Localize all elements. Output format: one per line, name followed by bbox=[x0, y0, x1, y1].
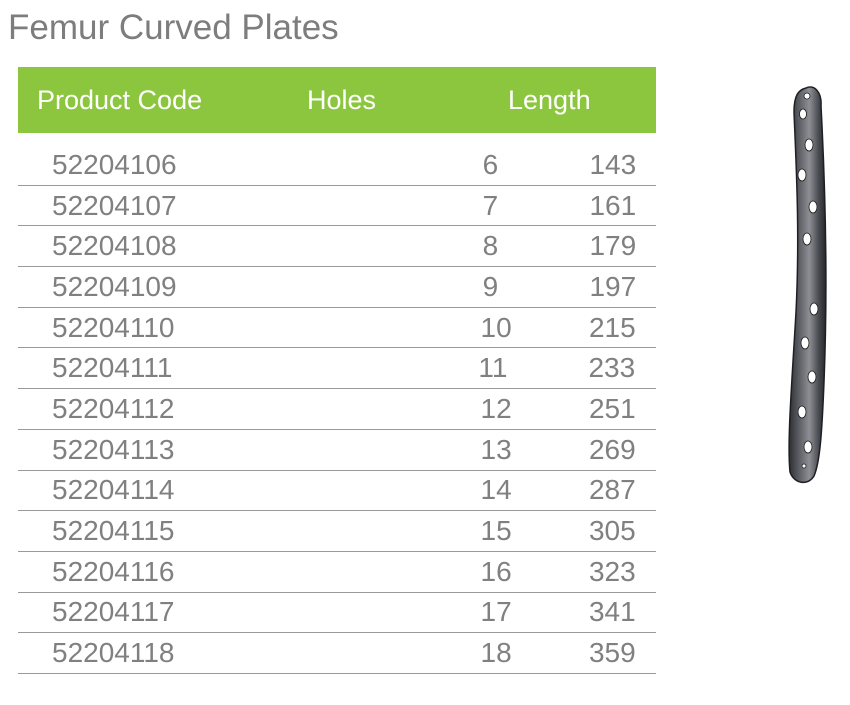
table-row: 52204112 12 251 bbox=[18, 389, 656, 430]
table-row: 52204117 17 341 bbox=[18, 593, 656, 634]
product-table: Product Code Holes Length 52204106 6 143… bbox=[18, 67, 656, 674]
cell-length: 323 bbox=[588, 555, 636, 587]
cell-holes: 7 bbox=[482, 189, 499, 221]
cell-length: 161 bbox=[589, 189, 637, 221]
table-row: 52204115 15 305 bbox=[18, 511, 656, 552]
cell-length: 359 bbox=[588, 637, 636, 669]
table-row: 52204109 9 197 bbox=[18, 267, 656, 308]
table-row: 52204116 16 323 bbox=[18, 552, 656, 593]
header-holes: Holes bbox=[307, 85, 377, 115]
cell-product-code: 52204109 bbox=[52, 270, 177, 302]
cell-product-code: 52204116 bbox=[52, 555, 175, 587]
cell-product-code: 52204112 bbox=[52, 392, 175, 424]
cell-product-code: 52204114 bbox=[52, 474, 175, 506]
cell-product-code: 52204115 bbox=[52, 515, 175, 547]
cell-length: 197 bbox=[589, 270, 637, 302]
cell-product-code: 52204106 bbox=[52, 148, 177, 180]
cell-holes: 16 bbox=[480, 555, 512, 587]
cell-product-code: 52204113 bbox=[52, 433, 175, 465]
cell-length: 251 bbox=[588, 392, 636, 424]
header-length: Length bbox=[508, 85, 591, 115]
cell-length: 233 bbox=[588, 352, 636, 384]
cell-length: 269 bbox=[588, 433, 636, 465]
cell-length: 341 bbox=[588, 596, 636, 628]
cell-holes: 12 bbox=[480, 392, 512, 424]
page-title: Femur Curved Plates bbox=[8, 8, 339, 47]
table-row: 52204106 6 143 bbox=[18, 145, 656, 186]
cell-holes: 8 bbox=[482, 230, 499, 262]
cell-product-code: 52204117 bbox=[52, 596, 175, 628]
cell-holes: 11 bbox=[478, 352, 508, 384]
table-row: 52204114 14 287 bbox=[18, 471, 656, 512]
header-product-code: Product Code bbox=[37, 85, 203, 115]
cell-holes: 10 bbox=[480, 311, 512, 343]
cell-holes: 15 bbox=[480, 515, 512, 547]
cell-holes: 17 bbox=[480, 596, 512, 628]
cell-product-code: 52204118 bbox=[52, 637, 175, 669]
table-row: 52204107 7 161 bbox=[18, 186, 656, 227]
table-row: 52204113 13 269 bbox=[18, 430, 656, 471]
cell-holes: 13 bbox=[480, 433, 512, 465]
table-row: 52204108 8 179 bbox=[18, 226, 656, 268]
cell-holes: 14 bbox=[480, 474, 512, 506]
table-row: 52204110 10 215 bbox=[18, 308, 656, 349]
curved-bone-plate-icon bbox=[788, 86, 827, 484]
cell-product-code: 52204110 bbox=[52, 311, 175, 343]
table-row: 52204118 18 359 bbox=[18, 633, 656, 674]
cell-holes: 18 bbox=[480, 637, 512, 669]
cell-length: 215 bbox=[588, 311, 636, 343]
cell-product-code: 52204111 bbox=[52, 352, 173, 384]
table-row: 52204111 11 233 bbox=[18, 348, 656, 390]
cell-length: 305 bbox=[588, 515, 636, 547]
cell-length: 143 bbox=[589, 148, 637, 180]
cell-holes: 6 bbox=[482, 148, 499, 180]
cell-holes: 9 bbox=[482, 270, 499, 302]
cell-length: 287 bbox=[588, 474, 636, 506]
cell-product-code: 52204107 bbox=[52, 189, 177, 221]
cell-length: 179 bbox=[589, 230, 637, 262]
table-body: 52204106 6 143 52204107 7 161 52204108 8… bbox=[18, 133, 656, 674]
table-header: Product Code Holes Length bbox=[18, 67, 656, 133]
cell-product-code: 52204108 bbox=[52, 230, 177, 262]
